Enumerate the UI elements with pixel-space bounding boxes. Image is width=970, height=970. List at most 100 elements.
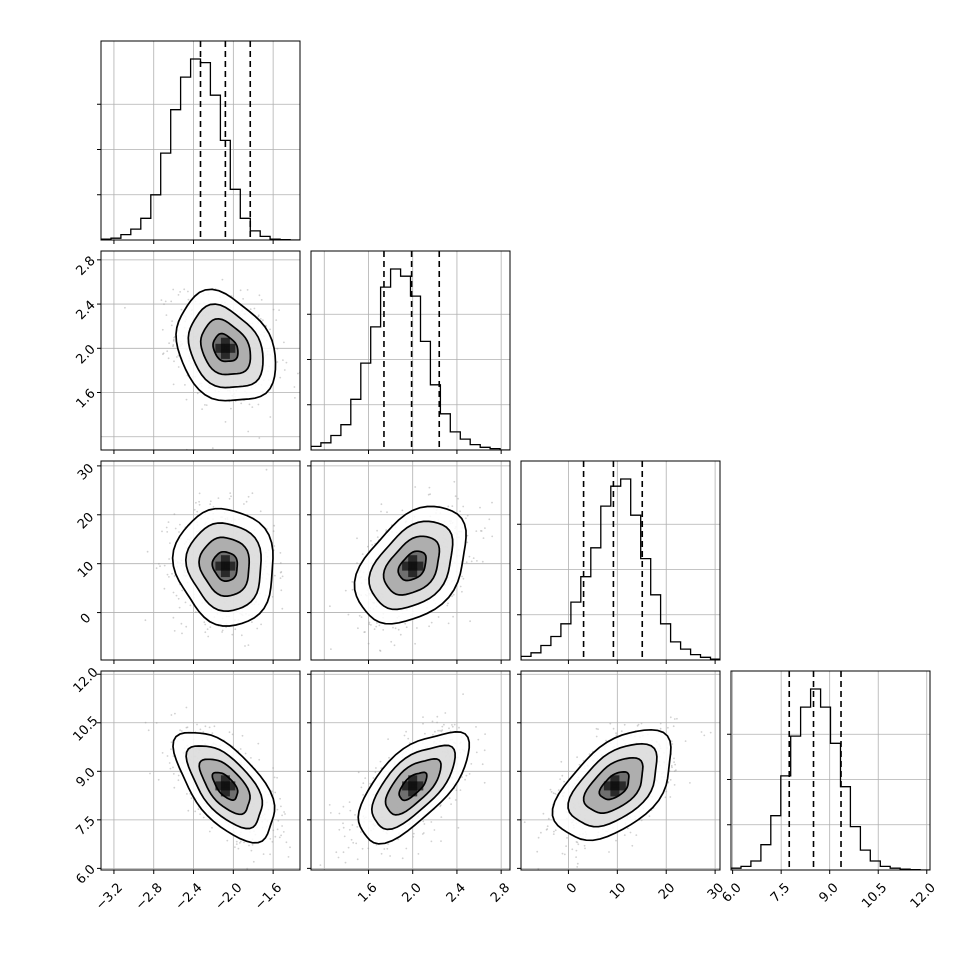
scatter-point [673, 718, 676, 720]
scatter-point [673, 761, 675, 763]
density-core [220, 775, 230, 785]
scatter-point [368, 621, 371, 624]
scatter-point [285, 841, 288, 844]
scatter-point [351, 581, 354, 583]
scatter-point [476, 560, 478, 562]
scatter-point [161, 530, 163, 533]
scatter-point [665, 790, 668, 793]
histogram-p2 [521, 478, 720, 660]
density-core [408, 787, 418, 797]
scatter-point [446, 604, 449, 607]
scatter-point [217, 497, 220, 499]
scatter-point [458, 726, 460, 729]
scatter-point [659, 727, 662, 730]
scatter-point [412, 835, 415, 838]
scatter-point [452, 615, 454, 618]
scatter-point [545, 828, 548, 831]
scatter-point [147, 729, 150, 732]
scatter-point [169, 767, 172, 770]
scatter-point [172, 383, 175, 386]
scatter-point [190, 797, 193, 800]
density-core [402, 781, 412, 791]
ytick-label-p1-0: 1.6 [73, 386, 98, 411]
scatter-point [199, 728, 202, 731]
scatter-point [162, 352, 165, 355]
scatter-point [626, 827, 629, 830]
scatter-point [470, 763, 473, 765]
scatter-point [241, 734, 244, 737]
scatter-point [172, 766, 174, 769]
density-core [408, 555, 418, 565]
scatter-point [260, 623, 262, 626]
scatter-point [576, 862, 579, 865]
scatter-point [448, 797, 451, 800]
scatter-point [379, 650, 382, 652]
scatter-point [198, 500, 201, 503]
scatter-point [256, 627, 259, 630]
scatter-point [177, 366, 180, 368]
scatter-point [640, 819, 643, 822]
scatter-point [405, 730, 407, 733]
scatter-point [429, 493, 431, 496]
scatter-point [475, 751, 478, 754]
scatter-point [448, 727, 450, 730]
scatter-point [170, 714, 173, 716]
scatter-point [185, 398, 188, 401]
scatter-point [205, 404, 208, 406]
scatter-point [450, 803, 452, 805]
scatter-point [464, 778, 466, 781]
xtick-label-p3-4: 12.0 [908, 880, 939, 911]
scatter-point [437, 729, 439, 732]
contour-2-2 [368, 520, 454, 611]
scatter-point [283, 341, 285, 344]
scatter-point [144, 721, 147, 724]
scatter-point [178, 606, 181, 609]
scatter-point [344, 861, 347, 864]
scatter-point [297, 372, 299, 375]
scatter-point [242, 298, 245, 300]
xtick-label-p0-0: −3.2 [93, 880, 126, 913]
scatter-point [479, 530, 482, 532]
ytick-label-p2-3: 30 [75, 461, 97, 483]
scatter-point [168, 762, 171, 764]
ytick-label-p2-0: 0 [78, 611, 94, 627]
scatter-point [536, 850, 539, 853]
scatter-point [180, 622, 183, 625]
scatter-point [211, 732, 214, 734]
scatter-point [272, 530, 275, 533]
scatter-point [287, 856, 290, 858]
scatter-point [667, 781, 670, 783]
scatter-point [422, 722, 424, 725]
density-core [220, 561, 230, 571]
scatter-point [447, 505, 450, 508]
scatter-point [164, 300, 167, 303]
scatter-point [483, 749, 486, 752]
scatter-point [212, 506, 215, 508]
scatter-point [422, 832, 425, 834]
scatter-point [204, 631, 207, 634]
scatter-point [329, 605, 331, 608]
scatter-point [453, 480, 456, 483]
scatter-point [319, 864, 322, 866]
xtick-label-p3-2: 9.0 [817, 880, 842, 905]
axes-frame-1-0 [100, 250, 301, 451]
scatter-point [546, 825, 549, 828]
scatter-point [466, 514, 469, 517]
scatter-point [552, 792, 555, 795]
scatter-point [364, 631, 366, 633]
scatter-point [356, 858, 359, 861]
scatter-point [247, 644, 250, 646]
axes-frame-1-1 [310, 250, 511, 451]
scatter-point [208, 726, 211, 729]
xtick-label-p0-3: −2.0 [212, 880, 245, 913]
scatter-point [552, 833, 555, 835]
scatter-point [172, 340, 175, 342]
scatter-point [170, 741, 173, 744]
scatter-point [444, 712, 447, 714]
scatter-point [198, 503, 201, 506]
scatter-point [433, 829, 436, 831]
scatter-point [171, 320, 174, 322]
scatter-point [385, 529, 388, 531]
scatter-point [204, 404, 206, 406]
scatter-point [181, 632, 183, 635]
